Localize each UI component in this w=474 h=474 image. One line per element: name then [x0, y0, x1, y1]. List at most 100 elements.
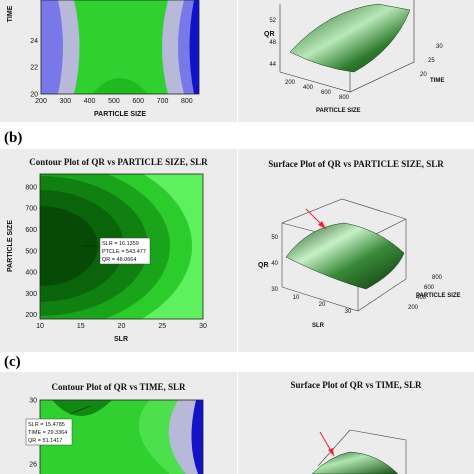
- x-tick-label: 200: [285, 80, 296, 86]
- y-tick-label: 22: [30, 65, 38, 72]
- x-tick-label: 600: [132, 98, 144, 105]
- y-tick-label: 25: [428, 58, 435, 64]
- x-tick-label: 800: [339, 95, 350, 101]
- surface-mesh-c: [311, 451, 399, 474]
- y-tick-label: 200: [408, 305, 419, 311]
- z-ticks-a: 44 48 52: [269, 18, 276, 68]
- panel-b-contour: Contour Plot of QR vs PARTICLE SIZE, SLR…: [0, 149, 237, 352]
- z-tick-label: 30: [271, 287, 278, 293]
- y-axis-label-surface-a: TIME: [430, 78, 444, 84]
- x-tick-label: 500: [108, 98, 120, 105]
- x-ticks-surface-a: 200 400 600 800: [285, 80, 350, 101]
- contour-region-c-top: [52, 400, 112, 416]
- z-tick-label: 44: [269, 62, 276, 68]
- y-ticks-b: 200 300 400 500 600 700 800: [25, 184, 37, 319]
- y-tick-label: 24: [30, 38, 38, 45]
- y-axis-label-b: PARTICLE SIZE: [7, 220, 14, 272]
- z-tick-label: 50: [271, 235, 278, 241]
- x-tick-label: 20: [319, 302, 326, 308]
- y-tick-label: 700: [25, 206, 37, 213]
- x-tick-label: 10: [293, 295, 300, 301]
- y-tick-label: 800: [25, 184, 37, 191]
- z-tick-label: 48: [269, 40, 276, 46]
- max-point-arrow-c: [328, 448, 334, 456]
- contour-region-bottom: [92, 78, 148, 94]
- y-tick-label: 800: [432, 275, 443, 281]
- x-tick-label: 20: [118, 323, 126, 330]
- z-tick-label: 40: [271, 261, 278, 267]
- z-axis-label-b: QR: [258, 262, 269, 269]
- x-tick-label: 700: [157, 98, 169, 105]
- y-tick-label: 600: [25, 227, 37, 234]
- x-axis-label-b: SLR: [114, 336, 128, 343]
- chart-title-c-surface: Surface Plot of QR vs TIME, SLR: [290, 380, 422, 390]
- annotation-c-line-1: SLR = 15.4785: [28, 422, 65, 428]
- surface-mesh-b: [285, 222, 405, 290]
- contour-region-c-blue: [191, 400, 203, 474]
- x-ticks-b: 10 15 20 25 30: [36, 323, 207, 330]
- chart-title-b-contour: Contour Plot of QR vs PARTICLE SIZE, SLR: [29, 157, 208, 167]
- section-label-b: (b): [4, 130, 23, 146]
- x-tick-label: 400: [84, 98, 96, 105]
- section-label-c: (c): [4, 354, 21, 370]
- x-tick-label: 800: [181, 98, 193, 105]
- annotation-b-line-1: SLR = 16.1359: [102, 241, 139, 247]
- z-axis-label-a: QR: [264, 31, 275, 38]
- data-annotation-c: SLR = 15.4785 TIME = 29.3364 QR = 51.141…: [25, 405, 91, 446]
- max-point-arrow-b: [318, 221, 326, 229]
- x-tick-label: 30: [345, 309, 352, 315]
- y-tick-label: 20: [30, 92, 38, 99]
- panel-c-contour: Contour Plot of QR vs TIME, SLR 262830 S…: [0, 372, 237, 474]
- x-tick-label: 15: [77, 323, 85, 330]
- annotation-b-line-2: PTCLE = 543.477: [102, 249, 146, 255]
- x-tick-label: 30: [199, 323, 207, 330]
- y-tick-label: 30: [29, 398, 37, 405]
- y-ticks-surface-b: 200 400 600 800: [408, 275, 443, 311]
- contour-region-left-mid: [41, 0, 63, 94]
- x-ticks-a: 200 300 400 500 600 700 800: [35, 98, 193, 105]
- contour-level-6: [40, 206, 98, 286]
- x-tick-label: 400: [303, 85, 314, 91]
- x-tick-label: 25: [158, 323, 166, 330]
- box-frame-c: [317, 429, 407, 474]
- annotation-c-line-2: TIME = 29.3364: [28, 430, 67, 436]
- x-axis-label-a: PARTICLE SIZE: [94, 111, 146, 118]
- surface-mesh-a: [289, 3, 411, 73]
- y-tick-label: 400: [25, 270, 37, 277]
- y-tick-label: 200: [25, 312, 37, 319]
- x-ticks-surface-b: 10 20 30: [293, 295, 352, 315]
- y-tick-label: 300: [25, 291, 37, 298]
- annotation-b-line-3: QR = 48.0664: [102, 257, 136, 263]
- panel-a-contour: 20 22 24 200 300 400 500 600 700 800 PARTICLE SI…: [0, 0, 237, 122]
- contour-region-right-dark: [189, 0, 199, 94]
- y-ticks-a: 20 22 24: [30, 38, 38, 99]
- panel-b-surface: Surface Plot of QR vs PARTICLE SIZE, SLR…: [238, 149, 474, 352]
- chart-title-b-surface: Surface Plot of QR vs PARTICLE SIZE, SLR: [268, 159, 444, 169]
- contour-plot-b: 200 300 400 500 600 700 800 10 15 20 25 30 SLR PAR…: [7, 173, 207, 343]
- panel-c-surface: Surface Plot of QR vs TIME, SLR: [238, 372, 474, 474]
- panel-a-surface: 44 48 52 QR 200 400 600 800 20 25 30 PARTICLE S…: [238, 0, 474, 122]
- x-tick-label: 200: [35, 98, 47, 105]
- surface-plot-b: 30 40 50 QR 10 20 30 200 400 600 800 SLR PARTIC…: [258, 198, 461, 329]
- y-ticks-surface-a: 20 25 30: [420, 44, 443, 78]
- x-axis-label-surface-b: SLR: [312, 323, 325, 329]
- y-tick-label: 26: [29, 462, 37, 469]
- chart-title-c-contour: Contour Plot of QR vs TIME, SLR: [51, 382, 186, 392]
- y-tick-label: 500: [25, 248, 37, 255]
- y-tick-label: 30: [436, 44, 443, 50]
- z-tick-label: 52: [269, 18, 276, 24]
- contour-plot-c: 262830 SLR = 15.4785 TIME = 29.3364 QR =…: [25, 398, 204, 474]
- z-ticks-b: 30 40 50: [271, 235, 278, 293]
- surface-plot-c: [311, 429, 407, 474]
- y-axis-label-surface-b: PARTICLE SIZE: [416, 293, 461, 299]
- y-tick-label: 20: [420, 72, 427, 78]
- box-frame-b: [281, 198, 407, 312]
- x-tick-label: 10: [36, 323, 44, 330]
- annotation-c-line-3: QR = 51.1417: [28, 438, 62, 444]
- x-axis-label-surface-a: PARTICLE SIZE: [316, 108, 361, 114]
- contour-plot-a: 20 22 24 200 300 400 500 600 700 800 PARTICLE SI…: [7, 0, 200, 118]
- y-tick-label: 600: [424, 285, 435, 291]
- y-axis-label-a: TIME: [7, 5, 14, 22]
- y-tick-label: 400: [416, 295, 427, 301]
- x-tick-label: 600: [321, 90, 332, 96]
